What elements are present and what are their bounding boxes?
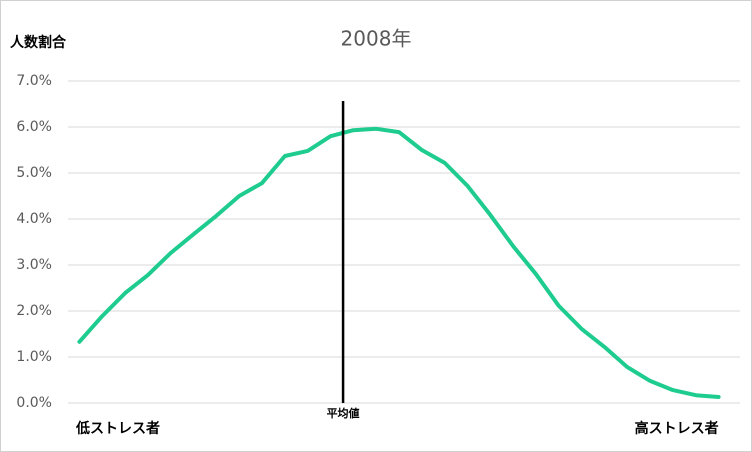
data-line — [77, 126, 721, 399]
y-tick-label: 0.0% — [16, 395, 52, 411]
y-tick-label: 6.0% — [16, 119, 52, 135]
y-tick-label: 4.0% — [16, 211, 52, 227]
y-tick-label: 5.0% — [16, 165, 52, 181]
x-tick-label: 低ストレス者 — [75, 420, 160, 437]
y-axis-label: 人数割合 — [10, 34, 67, 51]
chart-title: 2008年 — [341, 27, 412, 51]
y-tick-label: 3.0% — [16, 257, 52, 273]
y-tick-label: 2.0% — [16, 303, 52, 319]
mean-label: 平均値 — [327, 406, 360, 420]
y-tick-label: 7.0% — [16, 73, 52, 89]
x-tick-label: 高ストレス者 — [635, 420, 719, 437]
y-tick-label: 1.0% — [16, 349, 52, 365]
